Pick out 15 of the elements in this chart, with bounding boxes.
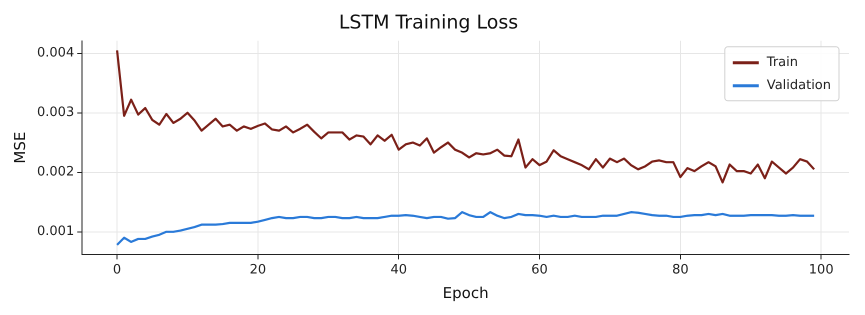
y-tick-label: 0.001	[37, 224, 74, 240]
x-tick-label: 20	[250, 262, 266, 278]
chart-title: LSTM Training Loss	[338, 11, 518, 34]
x-tick-label: 40	[390, 262, 407, 278]
legend-label: Train	[766, 55, 798, 70]
x-axis-title: Epoch	[442, 284, 489, 302]
y-tick-label: 0.003	[37, 105, 74, 120]
x-tick-label: 80	[672, 262, 689, 278]
legend-label: Validation	[766, 78, 832, 94]
x-tick-label: 100	[808, 262, 834, 278]
y-tick-label: 0.004	[37, 46, 74, 61]
y-axis-title: MSE	[10, 132, 29, 164]
x-tick-label: 60	[531, 262, 548, 278]
y-tick-label: 0.002	[37, 164, 74, 180]
x-tick-label: 0	[112, 262, 122, 278]
